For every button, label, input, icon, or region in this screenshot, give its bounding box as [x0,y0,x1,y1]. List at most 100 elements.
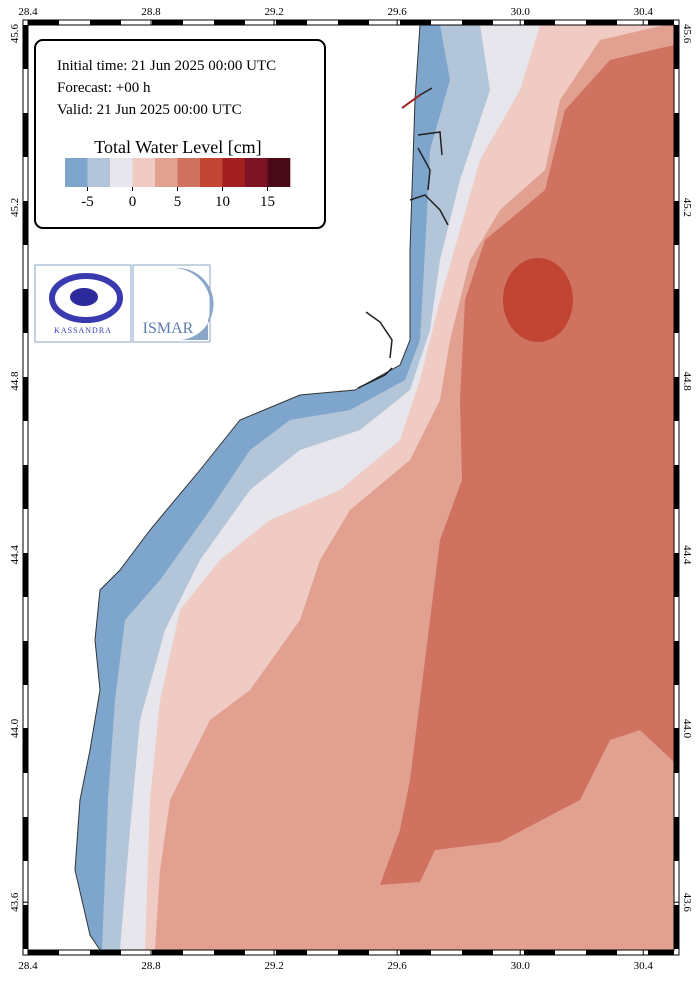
y-tick-label-right: 44.4 [681,545,693,565]
colorbar-swatch [155,158,178,187]
frame-check [214,950,245,955]
x-tick-label-top: 29.2 [264,6,283,18]
frame-check [674,641,679,685]
frame-check [674,201,679,245]
colorbar-tick-label: 5 [174,194,182,210]
frame-check [586,20,617,25]
colorbar-swatch [110,158,133,187]
logo-swirl-core [70,288,98,306]
frame-check [462,950,493,955]
colorbar-tick-label: -5 [81,194,94,210]
band-dark-red-spot [503,258,573,342]
sea-fields [75,25,674,950]
frame-check [28,20,59,25]
frame-check [152,20,183,25]
y-tick-label-left: 44.4 [9,545,21,565]
frame-check [400,20,431,25]
frame-check [276,20,307,25]
frame-check [152,950,183,955]
y-tick-label-right: 45.2 [681,198,693,217]
x-tick-label-top: 28.8 [141,6,161,18]
frame-check [23,289,28,333]
frame-check [674,25,679,69]
frame-check [23,641,28,685]
frame-check [674,113,679,157]
x-tick-label-bottom: 29.6 [388,960,408,972]
frame-check [674,553,679,597]
colorbar-tick-label: 10 [215,194,230,210]
colorbar-swatch [65,158,88,187]
frame-check [23,905,28,949]
colorbar-tick-label: 0 [129,194,137,210]
colorbar-swatch [177,158,201,187]
x-tick-label-bottom: 28.8 [141,960,161,972]
frame-check [23,113,28,157]
y-tick-label-right: 44.8 [681,371,693,391]
frame-check [648,20,674,25]
frame-checks [23,20,679,955]
colorbar-swatch [132,158,156,187]
initial-time: Initial time: 21 Jun 2025 00:00 UTC [57,58,276,74]
frame-check [674,729,679,773]
y-tick-label-right: 44.0 [681,719,693,739]
x-tick-label-bottom: 28.4 [18,960,38,972]
colorbar-swatch [222,158,246,187]
y-tick-label-left: 45.6 [9,24,21,44]
y-tick-label-left: 44.0 [9,718,21,738]
logo-left-text: KASSANDRA [54,326,112,335]
frame-check [90,950,121,955]
frame-check [23,553,28,597]
frame-check [23,465,28,509]
logo-right-text: ISMAR [143,320,194,337]
frame-check [23,201,28,245]
frame-check [674,905,679,949]
band-salmon-spot [358,768,380,784]
frame-check [524,20,555,25]
frame-check [338,20,369,25]
y-tick-label-left: 44.8 [9,371,21,391]
frame-check [276,950,307,955]
colorbar-swatch [200,158,223,187]
x-tick-label-bottom: 30.4 [634,960,654,972]
axis-labels: 28.4 28.4 28.8 28.8 29.2 29.2 29.6 29.6 30.0 30.0… [9,6,693,972]
colorbar-swatch [245,158,268,187]
frame-check [674,817,679,861]
colorbar-swatch [267,158,291,187]
x-tick-label-top: 28.4 [18,6,38,18]
legend-title: Total Water Level [cm] [94,137,261,157]
frame-check [23,817,28,861]
y-tick-label-left: 43.6 [9,892,21,912]
frame-check [23,377,28,421]
x-tick-label-top: 30.4 [634,6,654,18]
y-tick-label-left: 45.2 [9,198,21,217]
x-tick-label-bottom: 29.2 [264,960,283,972]
colorbar-swatch [87,158,111,187]
frame-check [524,950,555,955]
y-tick-label-right: 43.6 [681,893,693,913]
frame-check [28,950,59,955]
valid-time: Valid: 21 Jun 2025 00:00 UTC [57,102,242,118]
x-tick-label-top: 29.6 [388,6,408,18]
frame-check [400,950,431,955]
frame-check [23,729,28,773]
logo-box-right [132,264,211,343]
frame-check [648,950,674,955]
band-red [380,45,674,885]
river-mouth [401,94,421,109]
frame-check [90,20,121,25]
frame-check [23,25,28,69]
forecast: Forecast: +00 h [57,80,151,96]
frame-check [338,950,369,955]
frame-check [674,289,679,333]
y-tick-label-right: 45.6 [681,24,693,44]
x-tick-label-bottom: 30.0 [511,960,531,972]
x-tick-label-top: 30.0 [511,6,531,18]
frame-check [214,20,245,25]
frame-check [586,950,617,955]
coastline [74,24,421,951]
colorbar-tick-label: 15 [260,194,275,210]
colorbar: -5 0 5 10 15 [65,158,291,210]
frame-check [462,20,493,25]
